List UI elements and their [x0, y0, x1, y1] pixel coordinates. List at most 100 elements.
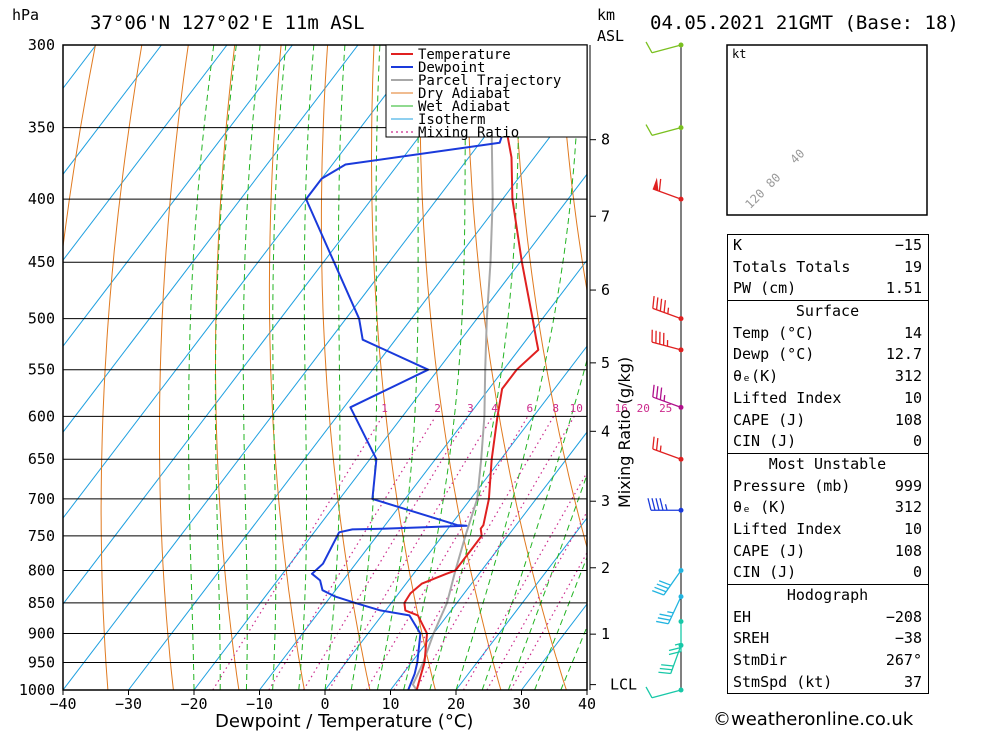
mixing-ratio-label: 25	[659, 402, 672, 415]
temperature-line	[403, 45, 540, 690]
wet-adiabat-line	[188, 45, 215, 690]
wind-barb-full	[652, 436, 655, 450]
x-tick-label: 40	[578, 695, 596, 713]
mu-label: CAPE (J)	[733, 541, 806, 560]
wind-barb	[668, 619, 684, 656]
pressure-tick-label: 500	[28, 310, 55, 328]
x-tick-label: 30	[512, 695, 530, 713]
wind-barb-full	[647, 498, 652, 511]
isotherm-line	[63, 45, 162, 176]
pressure-tick-label: 800	[28, 561, 55, 579]
km-tick-label: LCL	[610, 676, 637, 694]
wind-barb	[652, 384, 684, 410]
km-tick-label: 7	[601, 207, 610, 225]
isotherm-line	[63, 45, 359, 433]
pressure-tick-label: 1000	[19, 681, 55, 699]
index-row-pw: PW (cm) 1.51	[728, 278, 928, 300]
hodo-value: −38	[894, 629, 922, 648]
km-tick-label: 5	[601, 354, 610, 372]
wind-barb-shaft	[652, 396, 682, 408]
hodo-label: EH	[733, 607, 752, 626]
pressure-tick-label: 750	[28, 527, 55, 545]
surface-label: Dewp (°C)	[733, 345, 815, 364]
km-tick-label: 6	[601, 281, 610, 299]
wind-barb-full	[651, 498, 656, 511]
hodo-label: StmSpd (kt)	[733, 672, 833, 691]
dry-adiabat-line	[63, 45, 96, 251]
legend-label-wet-adiabat: Wet Adiabat	[418, 99, 511, 115]
dewpoint-line	[305, 45, 506, 690]
isotherm-line	[455, 517, 587, 690]
surface-value: 14	[903, 323, 922, 342]
surface-label: CAPE (J)	[733, 410, 806, 429]
wind-barb-full	[659, 498, 664, 511]
mixing-ratio-label: 1	[381, 402, 388, 415]
indices-table: K −15 Totals Totals 19 PW (cm) 1.51 Surface…	[727, 234, 929, 695]
isotherm-line	[63, 45, 424, 519]
legend-label-isotherm: Isotherm	[418, 112, 485, 128]
wind-barb-full	[658, 671, 671, 675]
mu-value: 10	[903, 519, 922, 538]
mixing-ratio-label: 4	[491, 402, 498, 415]
wind-barb-shaft	[651, 126, 682, 136]
location-title: 37°06'N 127°02'E 11m ASL	[90, 12, 365, 34]
wind-barb-full	[659, 298, 663, 312]
hodograph-unit-label: kt	[732, 47, 746, 61]
wind-barb-full	[659, 613, 672, 618]
index-label: PW (cm)	[733, 279, 797, 298]
legend-label-parcel: Parcel Trajectory	[418, 73, 561, 89]
wind-barb-full	[655, 297, 659, 310]
pressure-tick-label: 300	[28, 36, 55, 54]
mixing-ratio-label: 3	[467, 402, 474, 415]
legend-label-dewpoint: Dewpoint	[418, 60, 485, 76]
wind-barb-full	[645, 41, 653, 54]
hodo-label: StmDir	[733, 651, 788, 670]
isotherm-line	[390, 431, 587, 690]
section-title: Most Unstable	[768, 454, 887, 473]
copyright-link[interactable]: ©weatheronline.co.uk	[713, 709, 914, 730]
most-unstable-section-title: Most Unstable	[728, 454, 928, 476]
x-tick-label: 20	[447, 695, 465, 713]
mixing-ratio-label: 10	[570, 402, 583, 415]
surface-value: 0	[912, 432, 922, 451]
index-row-totals: Totals Totals 19	[728, 257, 928, 279]
index-label: K	[733, 236, 743, 254]
wind-barb-shaft	[652, 448, 682, 460]
wind-barb-full	[655, 386, 659, 399]
dry-adiabat-line	[931, 45, 1000, 690]
legend: Temperature Dewpoint Parcel Trajectory D…	[385, 44, 588, 141]
wind-barb-shaft	[667, 596, 682, 625]
mixing-ratio-label: 16	[615, 402, 628, 415]
wind-barb	[652, 177, 684, 202]
index-label: Totals Totals	[733, 257, 851, 276]
km-tick-label: 3	[601, 492, 610, 510]
wind-barb	[651, 329, 684, 353]
wind-barb-full	[657, 617, 671, 621]
datetime-label: 04.05.2021 21GMT (Base: 18)	[650, 12, 959, 34]
pressure-tick-label: 600	[28, 407, 55, 425]
x-tick-label: −40	[49, 695, 76, 713]
wind-barb-full	[663, 300, 667, 313]
wind-barb-full	[655, 498, 660, 511]
index-value: 19	[903, 257, 922, 276]
wet-adiabat-line	[429, 45, 520, 690]
surface-value: 12.7	[885, 345, 922, 364]
x-tick-label: 0	[320, 695, 329, 713]
isotherm-line	[63, 45, 555, 690]
surface-value: 312	[894, 367, 922, 386]
wind-barb-half	[667, 307, 670, 314]
x-axis-title: Dewpoint / Temperature (°C)	[215, 711, 473, 732]
mu-label: CIN (J)	[733, 563, 797, 582]
wind-barb-half	[663, 394, 666, 402]
pressure-tick-label: 650	[28, 450, 55, 468]
mu-value: 108	[894, 541, 922, 560]
wind-barb-full	[659, 387, 663, 400]
wind-barb	[645, 686, 684, 699]
wind-barb-shaft	[652, 307, 682, 320]
wind-barb-full	[656, 620, 669, 625]
mixing-ratio-label: 20	[637, 402, 650, 415]
dry-adiabat-line	[419, 45, 502, 690]
isotherm-line	[193, 173, 587, 690]
hodo-value: 267°	[885, 651, 922, 670]
